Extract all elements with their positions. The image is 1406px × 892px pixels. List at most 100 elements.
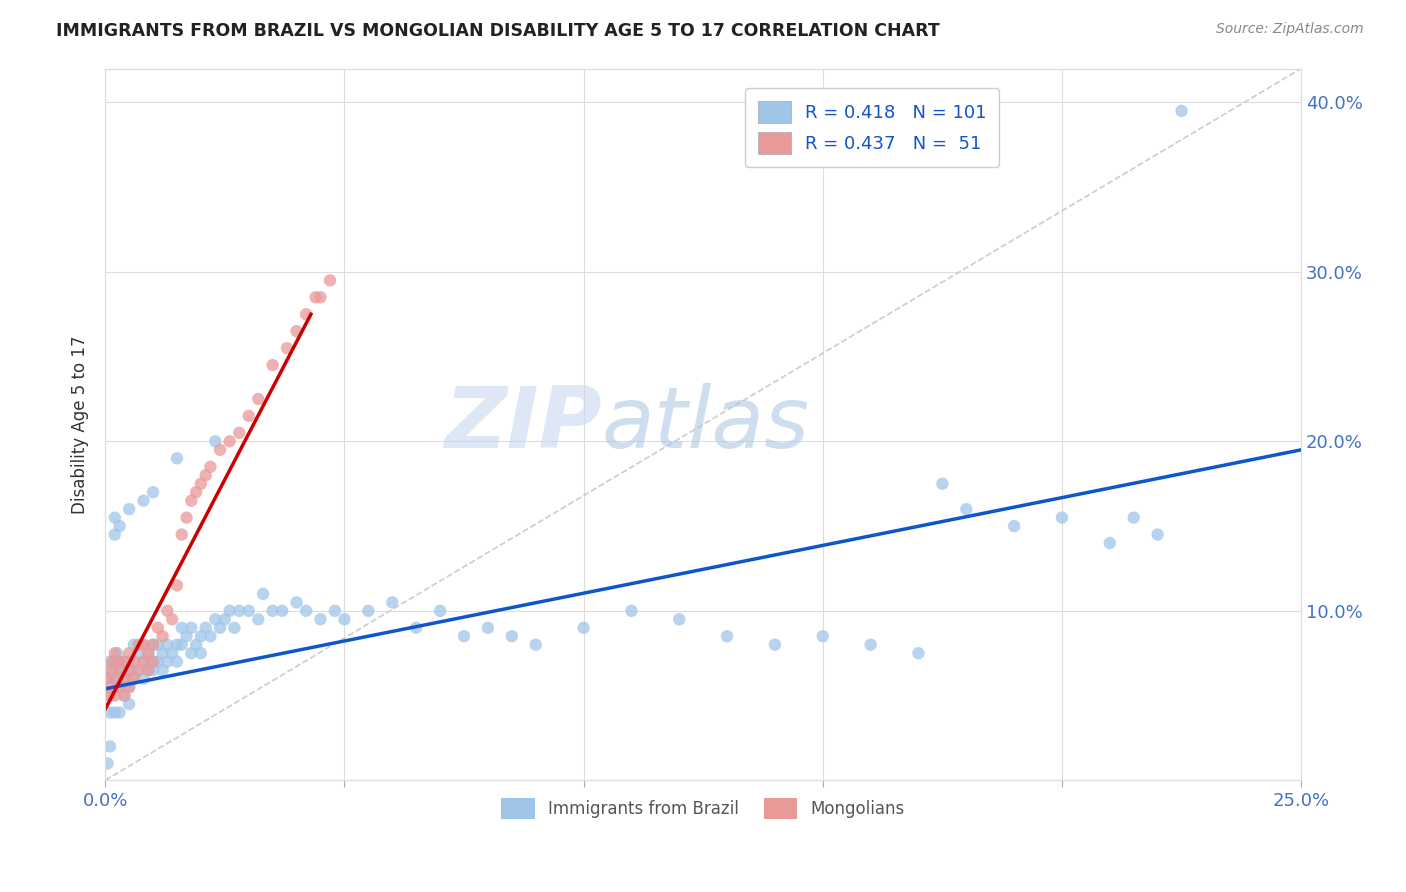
Point bbox=[429, 604, 451, 618]
Point bbox=[190, 646, 212, 660]
Point bbox=[122, 655, 145, 669]
Point bbox=[108, 663, 131, 677]
Point bbox=[955, 502, 977, 516]
Point bbox=[98, 706, 121, 720]
Point bbox=[160, 612, 183, 626]
Point bbox=[128, 663, 150, 677]
Text: Source: ZipAtlas.com: Source: ZipAtlas.com bbox=[1216, 22, 1364, 37]
Point bbox=[184, 638, 207, 652]
Point bbox=[238, 409, 260, 423]
Point bbox=[104, 706, 127, 720]
Point bbox=[333, 612, 356, 626]
Point bbox=[166, 451, 188, 466]
Point bbox=[118, 663, 141, 677]
Point bbox=[132, 655, 155, 669]
Point bbox=[295, 604, 318, 618]
Point bbox=[136, 646, 159, 660]
Point bbox=[180, 646, 202, 660]
Point bbox=[108, 663, 131, 677]
Y-axis label: Disability Age 5 to 17: Disability Age 5 to 17 bbox=[72, 335, 89, 514]
Point bbox=[98, 689, 121, 703]
Point bbox=[146, 655, 169, 669]
Point bbox=[112, 655, 135, 669]
Point bbox=[128, 638, 150, 652]
Point bbox=[98, 655, 121, 669]
Point bbox=[763, 638, 786, 652]
Point bbox=[453, 629, 475, 643]
Point bbox=[477, 621, 499, 635]
Point bbox=[98, 739, 121, 754]
Point bbox=[276, 341, 298, 355]
Point bbox=[323, 604, 346, 618]
Point bbox=[405, 621, 427, 635]
Point bbox=[152, 663, 174, 677]
Point bbox=[156, 655, 179, 669]
Point bbox=[128, 646, 150, 660]
Point bbox=[142, 638, 165, 652]
Point bbox=[184, 485, 207, 500]
Point bbox=[224, 621, 246, 635]
Point bbox=[142, 663, 165, 677]
Point bbox=[112, 655, 135, 669]
Point bbox=[262, 604, 284, 618]
Point bbox=[357, 604, 380, 618]
Point bbox=[1170, 103, 1192, 118]
Point bbox=[112, 689, 135, 703]
Point bbox=[218, 434, 240, 449]
Point bbox=[132, 638, 155, 652]
Point bbox=[572, 621, 595, 635]
Point bbox=[97, 756, 120, 771]
Point bbox=[156, 604, 179, 618]
Point bbox=[156, 638, 179, 652]
Point bbox=[160, 646, 183, 660]
Point bbox=[1122, 510, 1144, 524]
Point bbox=[104, 646, 127, 660]
Point bbox=[285, 595, 308, 609]
Point bbox=[118, 655, 141, 669]
Point bbox=[319, 273, 342, 287]
Point bbox=[501, 629, 523, 643]
Point bbox=[122, 672, 145, 686]
Legend: Immigrants from Brazil, Mongolians: Immigrants from Brazil, Mongolians bbox=[495, 792, 911, 825]
Point bbox=[108, 680, 131, 694]
Point bbox=[262, 358, 284, 372]
Point bbox=[194, 621, 217, 635]
Point bbox=[668, 612, 690, 626]
Point bbox=[142, 655, 165, 669]
Point bbox=[104, 655, 127, 669]
Point bbox=[252, 587, 274, 601]
Point bbox=[247, 392, 270, 406]
Point bbox=[118, 680, 141, 694]
Point bbox=[208, 621, 231, 635]
Point bbox=[108, 655, 131, 669]
Point bbox=[108, 680, 131, 694]
Point bbox=[524, 638, 547, 652]
Point bbox=[96, 672, 118, 686]
Point bbox=[176, 629, 198, 643]
Point bbox=[200, 459, 222, 474]
Point bbox=[132, 655, 155, 669]
Point bbox=[118, 502, 141, 516]
Point bbox=[118, 680, 141, 694]
Point bbox=[98, 689, 121, 703]
Point bbox=[104, 527, 127, 541]
Point bbox=[152, 629, 174, 643]
Point bbox=[118, 697, 141, 711]
Point bbox=[381, 595, 404, 609]
Point bbox=[811, 629, 834, 643]
Point bbox=[166, 638, 188, 652]
Point bbox=[716, 629, 738, 643]
Point bbox=[1098, 536, 1121, 550]
Point bbox=[309, 612, 332, 626]
Point bbox=[170, 621, 193, 635]
Point bbox=[190, 629, 212, 643]
Point bbox=[247, 612, 270, 626]
Point bbox=[142, 485, 165, 500]
Point bbox=[118, 663, 141, 677]
Point bbox=[118, 646, 141, 660]
Point bbox=[931, 476, 953, 491]
Point bbox=[238, 604, 260, 618]
Point bbox=[97, 672, 120, 686]
Point bbox=[104, 510, 127, 524]
Point bbox=[108, 519, 131, 533]
